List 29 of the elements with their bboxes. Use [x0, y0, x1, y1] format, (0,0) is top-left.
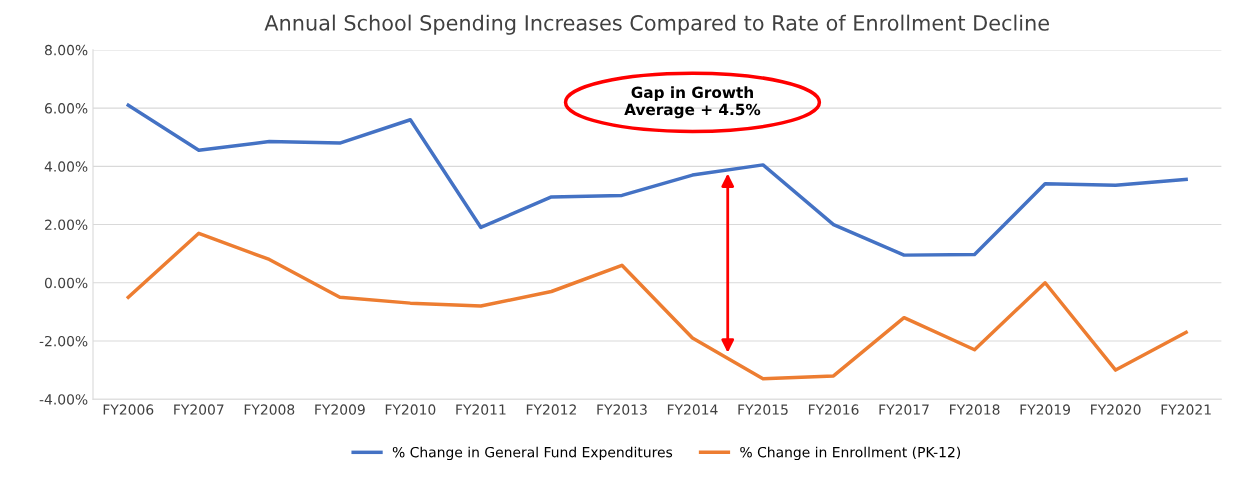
- legend-label: % Change in Enrollment (PK-12): [740, 446, 961, 461]
- y-tick-label: 0.00%: [44, 277, 88, 289]
- y-tick-label: 8.00%: [44, 44, 88, 56]
- x-tick-label: FY2011: [456, 404, 506, 415]
- annotation: Gap in Growth Average + 4.5%: [624, 86, 761, 119]
- x-tick-label: FY2020: [1091, 404, 1141, 415]
- x-tick-label: FY2012: [526, 404, 576, 415]
- line-series: [126, 231, 1188, 381]
- x-tick-label: FY2019: [1020, 404, 1071, 415]
- x-tick-label: FY2013: [597, 404, 647, 415]
- y-tick-label: -2.00%: [39, 335, 88, 347]
- x-tick-label: FY2006: [103, 404, 154, 415]
- y-tick-label: 2.00%: [45, 219, 88, 231]
- y-tick-label: -4.00%: [39, 394, 88, 405]
- x-tick-label: FY2009: [315, 404, 365, 415]
- legend-label: % Change in General Fund Expenditures: [392, 446, 673, 461]
- line-series: [126, 103, 1188, 257]
- x-tick-label: FY2018: [950, 404, 1000, 415]
- x-tick-label: FY2016: [808, 404, 859, 415]
- y-tick-label: 4.00%: [44, 161, 88, 172]
- x-tick-label: FY2007: [174, 404, 224, 415]
- x-tick-label: FY2021: [1161, 404, 1211, 415]
- x-tick-label: FY2015: [738, 404, 788, 415]
- x-tick-label: FY2008: [244, 404, 295, 415]
- y-tick-label: 6.00%: [44, 103, 88, 114]
- x-tick-label: FY2014: [667, 404, 718, 415]
- x-tick-label: FY2010: [385, 404, 436, 415]
- chart-title: Annual School Spending Increases Compared to Rate of Enrollment Decline: [264, 14, 1049, 35]
- x-tick-label: FY2017: [879, 404, 929, 415]
